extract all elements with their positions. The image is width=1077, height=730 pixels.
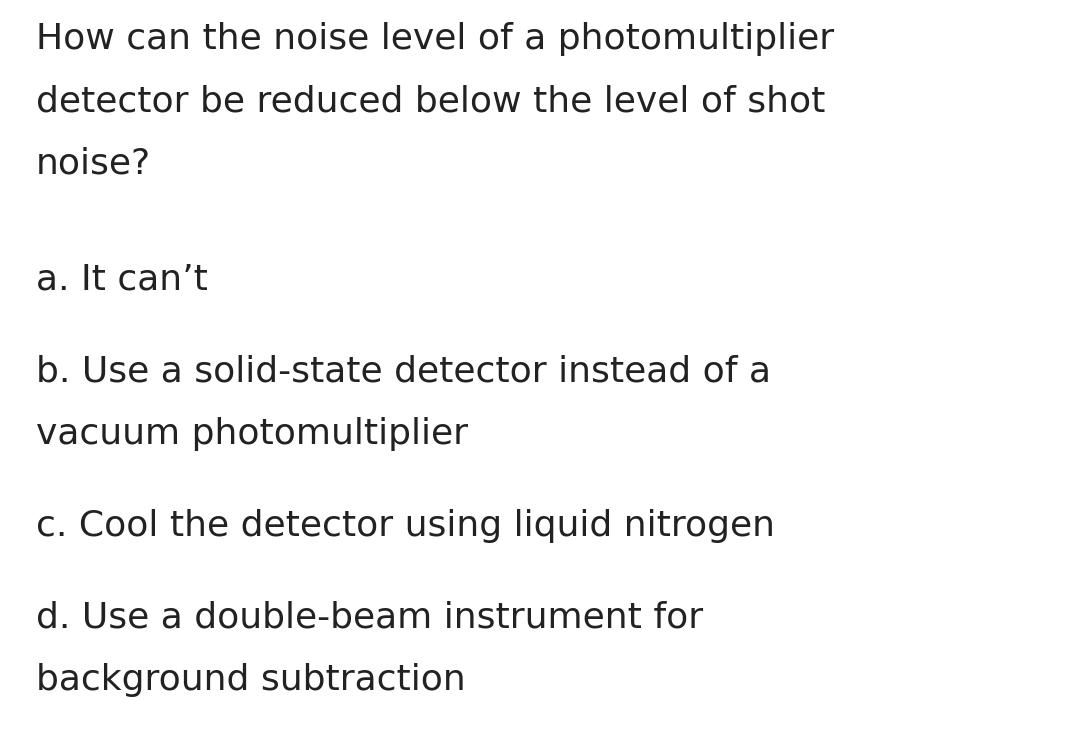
Text: detector be reduced below the level of shot: detector be reduced below the level of s… bbox=[36, 84, 825, 118]
Text: How can the noise level of a photomultiplier: How can the noise level of a photomultip… bbox=[36, 22, 834, 56]
Text: a. It can’t: a. It can’t bbox=[36, 263, 208, 297]
Text: d. Use a double-beam instrument for: d. Use a double-beam instrument for bbox=[36, 601, 702, 635]
Text: noise?: noise? bbox=[36, 146, 151, 180]
Text: b. Use a solid-state detector instead of a: b. Use a solid-state detector instead of… bbox=[36, 355, 770, 389]
Text: vacuum photomultiplier: vacuum photomultiplier bbox=[36, 417, 467, 451]
Text: background subtraction: background subtraction bbox=[36, 663, 465, 697]
Text: c. Cool the detector using liquid nitrogen: c. Cool the detector using liquid nitrog… bbox=[36, 509, 774, 543]
